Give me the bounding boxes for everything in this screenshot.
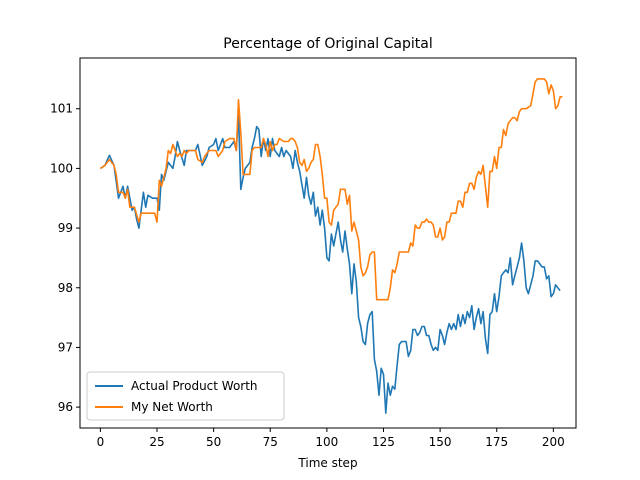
legend: Actual Product Worth My Net Worth — [86, 371, 285, 421]
y-tick-label: 101 — [50, 102, 73, 116]
y-tick-label: 97 — [58, 340, 73, 354]
chart-title: Percentage of Original Capital — [223, 36, 432, 52]
x-tick-label: 75 — [263, 435, 278, 449]
y-axis: 96 97 98 99 100 101 — [50, 102, 80, 414]
y-tick-label: 100 — [50, 161, 73, 175]
x-tick-label: 50 — [206, 435, 221, 449]
x-tick-label: 100 — [315, 435, 338, 449]
x-tick-label: 200 — [542, 435, 565, 449]
x-tick-label: 0 — [97, 435, 105, 449]
x-tick-label: 150 — [429, 435, 452, 449]
series-line-my-net-worth — [99, 78, 563, 301]
x-tick-label: 25 — [149, 435, 164, 449]
legend-label-my-net-worth: My Net Worth — [131, 400, 213, 414]
x-axis: 0 25 50 75 100 125 150 175 200 — [97, 428, 565, 449]
legend-label-actual-product-worth: Actual Product Worth — [131, 379, 258, 393]
y-tick-label: 96 — [58, 400, 73, 414]
plot-frame — [79, 57, 577, 429]
series-layer — [99, 78, 563, 414]
x-tick-label: 175 — [485, 435, 508, 449]
x-axis-label: Time step — [297, 456, 357, 470]
y-tick-label: 98 — [58, 281, 73, 295]
legend-box — [86, 371, 285, 421]
y-tick-label: 99 — [58, 221, 73, 235]
x-tick-label: 125 — [372, 435, 395, 449]
